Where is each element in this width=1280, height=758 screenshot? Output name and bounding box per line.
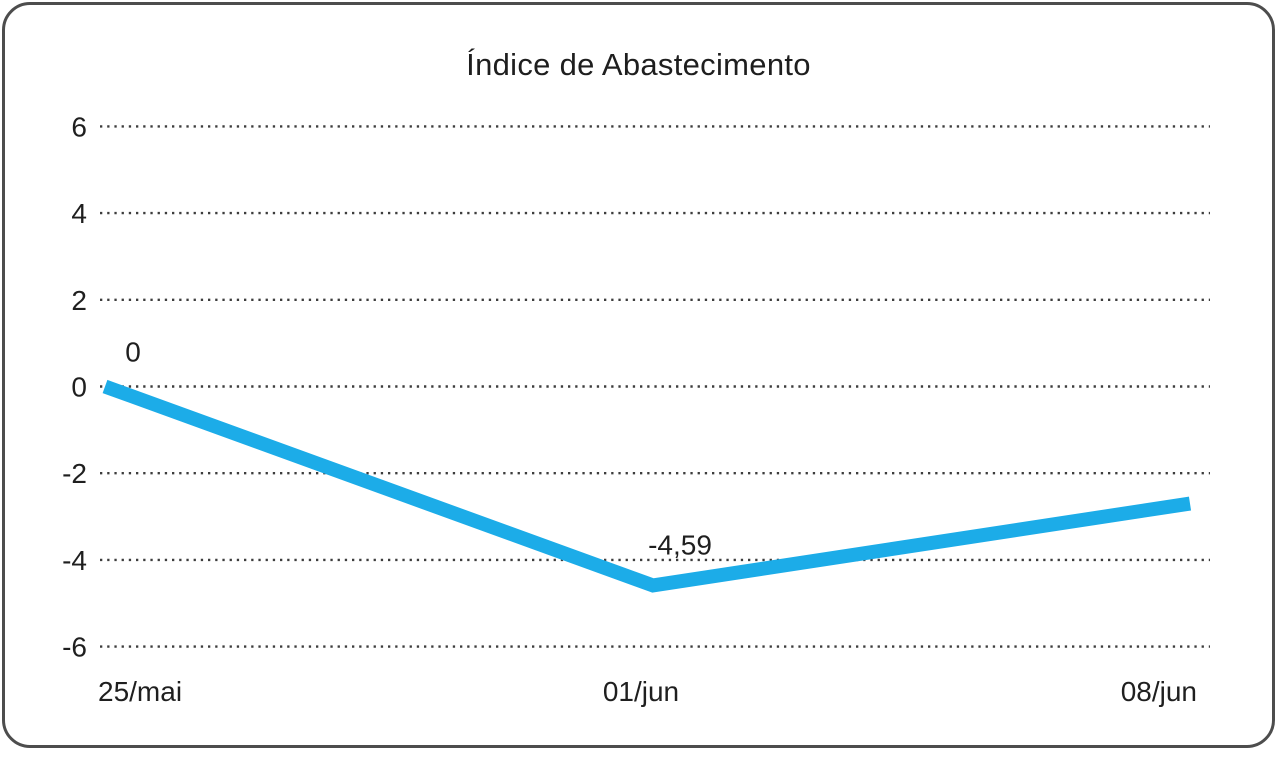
x-tick-label: 25/mai xyxy=(98,676,182,707)
y-tick-label: 4 xyxy=(71,198,87,229)
y-tick-label: -6 xyxy=(62,632,87,663)
data-label: -4,59 xyxy=(648,529,712,560)
y-tick-label: 2 xyxy=(71,285,87,316)
y-tick-label: -4 xyxy=(62,545,87,576)
y-tick-label: 6 xyxy=(71,111,87,142)
chart-title: Índice de Abastecimento xyxy=(466,47,811,82)
series-line xyxy=(102,379,1192,593)
x-tick-label: 01/jun xyxy=(603,676,679,707)
y-tick-label: 0 xyxy=(71,372,87,403)
x-tick-label: 08/jun xyxy=(1121,676,1197,707)
y-tick-label: -2 xyxy=(62,458,87,489)
chart-card: Índice de Abastecimento 6 4 2 0 -2 -4 -6 25/mai… xyxy=(2,2,1275,748)
data-label: 0 xyxy=(125,337,141,368)
chart-canvas: 6 4 2 0 -2 -4 -6 25/mai 01/jun 08/jun 0 -4,59 xyxy=(62,111,1210,707)
